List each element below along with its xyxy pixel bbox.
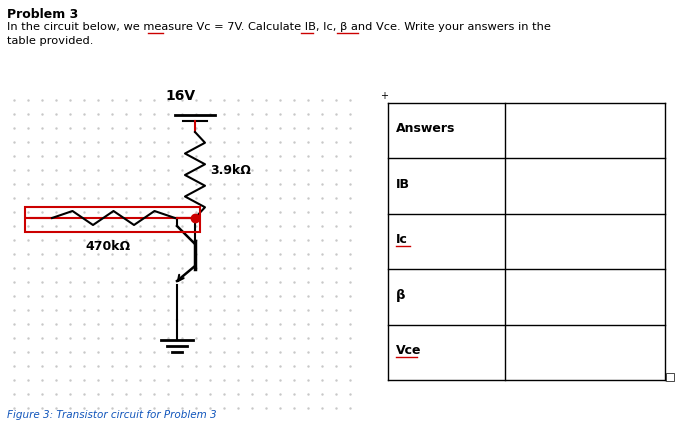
Text: 16V: 16V	[165, 89, 195, 103]
Bar	[666, 373, 674, 381]
Text: Figure 3: Transistor circuit for Problem 3: Figure 3: Transistor circuit for Problem…	[7, 410, 217, 420]
Text: 3.9kΩ: 3.9kΩ	[210, 163, 251, 176]
Text: +: +	[380, 91, 388, 101]
Text: Ic: Ic	[396, 233, 408, 246]
Text: β: β	[396, 289, 405, 301]
Text: Problem 3: Problem 3	[7, 8, 78, 21]
Text: Vce: Vce	[396, 344, 422, 357]
Text: In the circuit below, we measure Vc = 7V. Calculate IB, Ic, β and Vce. Write you: In the circuit below, we measure Vc = 7V…	[7, 22, 551, 32]
Text: IB: IB	[396, 178, 410, 191]
Text: Answers: Answers	[396, 123, 456, 135]
Bar	[25, 207, 200, 232]
Text: 470kΩ: 470kΩ	[85, 240, 130, 253]
Text: table provided.: table provided.	[7, 36, 94, 46]
